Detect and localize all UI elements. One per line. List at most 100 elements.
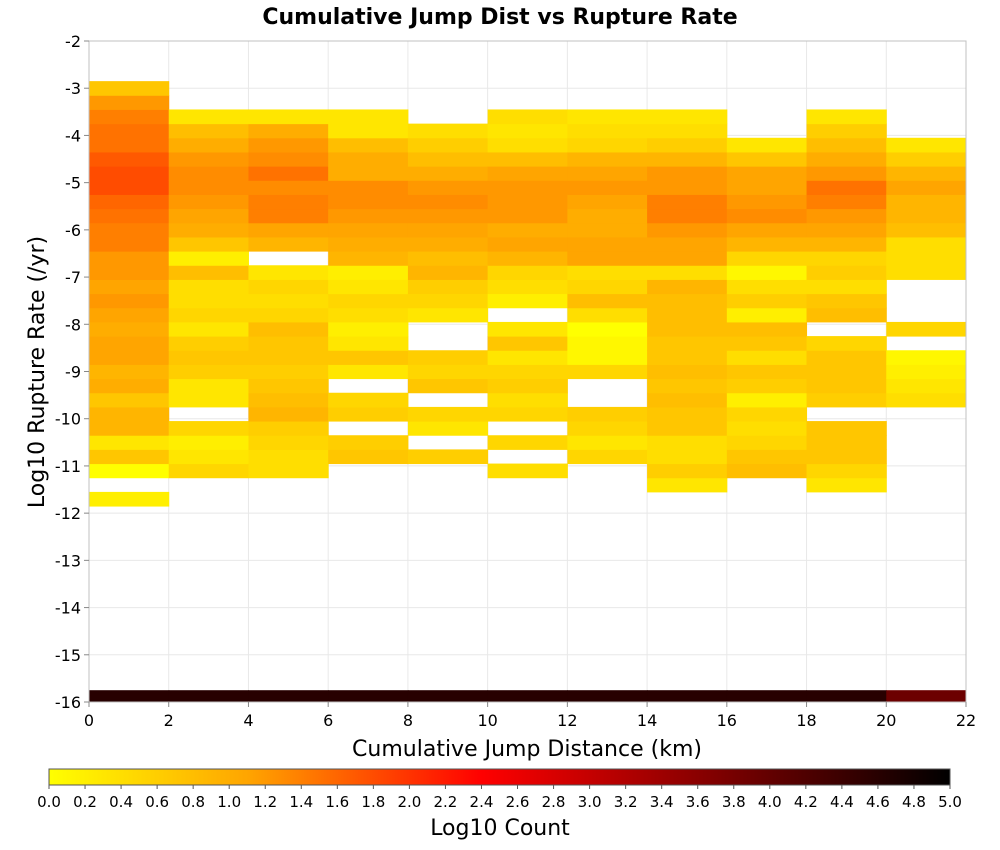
heatmap-cell: [647, 449, 728, 465]
heatmap-cell: [328, 123, 409, 139]
heatmap-cell: [248, 449, 329, 465]
heatmap-cell: [886, 166, 967, 181]
colorbar-tick-label: 4.0: [758, 793, 782, 811]
colorbar-tick-label: 2.8: [542, 793, 566, 811]
heatmap-cell: [886, 350, 967, 365]
colorbar-ticks: 0.0 0.2 0.4 0.6 0.8 1.0 1.2 1.4 1.6 1.8 2.0 2.2 2.4 2…: [37, 785, 962, 811]
heatmap-cell-bottom: [567, 690, 648, 702]
heatmap-cell: [806, 137, 887, 153]
heatmap-cell: [726, 166, 808, 181]
heatmap-cell: [168, 279, 249, 295]
heatmap-cell: [647, 378, 728, 394]
heatmap-cell: [567, 151, 648, 167]
colorbar-tick-label: 2.6: [506, 793, 530, 811]
y-tick-label: -7: [65, 268, 81, 287]
heatmap-cell: [487, 406, 568, 422]
heatmap-cell: [328, 435, 409, 450]
heatmap-cell: [806, 123, 887, 139]
heatmap-cell: [248, 364, 329, 380]
heatmap-cell: [806, 151, 887, 167]
heatmap-cell: [726, 392, 808, 408]
heatmap-cell: [567, 321, 648, 337]
heatmap-cell: [726, 151, 808, 167]
heatmap-cell: [567, 123, 648, 139]
heatmap-cell: [726, 307, 808, 323]
y-tick-label: -4: [65, 126, 81, 145]
heatmap-cell: [248, 435, 329, 450]
x-axis-ticks: 0 2 4 6 8 10 12 14 16 18 20 22: [84, 702, 976, 730]
heatmap-cell: [89, 421, 170, 436]
heatmap-cell: [567, 222, 648, 238]
y-tick-label: -3: [65, 79, 81, 98]
x-tick-label: 0: [84, 711, 94, 730]
heatmap-cell: [567, 307, 648, 323]
heatmap-cell: [89, 293, 170, 309]
heatmap-cell: [726, 463, 808, 479]
x-tick-label: 18: [796, 711, 816, 730]
heatmap-cell: [726, 236, 808, 252]
heatmap-cell: [487, 378, 568, 394]
heatmap-cell: [89, 449, 170, 465]
heatmap-cell: [806, 236, 887, 252]
colorbar-tick-label: 0.0: [37, 793, 61, 811]
heatmap-cell: [647, 321, 728, 337]
heatmap-cell: [487, 194, 568, 210]
heatmap-cell: [806, 194, 887, 210]
heatmap-cell: [328, 166, 409, 181]
heatmap-cell: [726, 364, 808, 380]
colorbar-tick-label: 3.0: [578, 793, 602, 811]
heatmap-cell: [726, 449, 808, 465]
heatmap-cell: [487, 222, 568, 238]
heatmap-cell: [806, 463, 887, 479]
heatmap-cell: [487, 279, 568, 295]
heatmap-cell: [89, 364, 170, 380]
heatmap-cell: [647, 406, 728, 422]
heatmap-cell: [647, 137, 728, 153]
heatmap-cell: [89, 279, 170, 295]
heatmap-cell: [89, 435, 170, 450]
heatmap-cell: [407, 151, 489, 167]
heatmap-cell: [647, 109, 728, 125]
heatmap-cell-bottom: [248, 690, 329, 702]
heatmap-cell: [407, 123, 489, 139]
heatmap-cell: [328, 350, 409, 365]
heatmap-cell: [407, 251, 489, 266]
y-tick-label: -12: [55, 504, 81, 523]
heatmap-cell: [328, 279, 409, 295]
heatmap-cell: [487, 350, 568, 365]
heatmap-cell: [328, 265, 409, 280]
heatmap-cell: [407, 449, 489, 465]
heatmap-cell: [487, 109, 568, 125]
colorbar-tick-label: 0.8: [181, 793, 205, 811]
heatmap-cell: [168, 222, 249, 238]
heatmap-cell: [407, 378, 489, 394]
heatmap-cell: [726, 137, 808, 153]
y-axis-ticks: -2 -3 -4 -5 -6 -7 -8 -9 -10 -11 -12 -13 -14 -15 -16: [55, 32, 89, 712]
colorbar-tick-label: 1.6: [325, 793, 349, 811]
heatmap-cell: [89, 166, 170, 181]
heatmap-cell: [567, 180, 648, 195]
heatmap-cell: [487, 123, 568, 139]
x-tick-label: 12: [557, 711, 577, 730]
heatmap-cell: [328, 109, 409, 125]
heatmap-cell: [806, 336, 887, 351]
heatmap-cell: [248, 180, 329, 195]
heatmap-cell: [806, 251, 887, 266]
heatmap-cell: [248, 350, 329, 365]
heatmap-cell: [168, 336, 249, 351]
heatmap-cell: [328, 151, 409, 167]
colorbar-tick-label: 4.4: [830, 793, 854, 811]
heatmap-cell: [89, 336, 170, 351]
heatmap-cell: [647, 222, 728, 238]
heatmap-cell: [168, 123, 249, 139]
heatmap-cell: [567, 350, 648, 365]
colorbar-tick-label: 5.0: [938, 793, 962, 811]
heatmap-cell: [407, 350, 489, 365]
heatmap-cell: [168, 435, 249, 450]
heatmap-cell: [89, 321, 170, 337]
heatmap-cell: [886, 208, 967, 224]
heatmap-cell: [806, 392, 887, 408]
heatmap-cell: [806, 265, 887, 280]
heatmap-cell: [487, 236, 568, 252]
